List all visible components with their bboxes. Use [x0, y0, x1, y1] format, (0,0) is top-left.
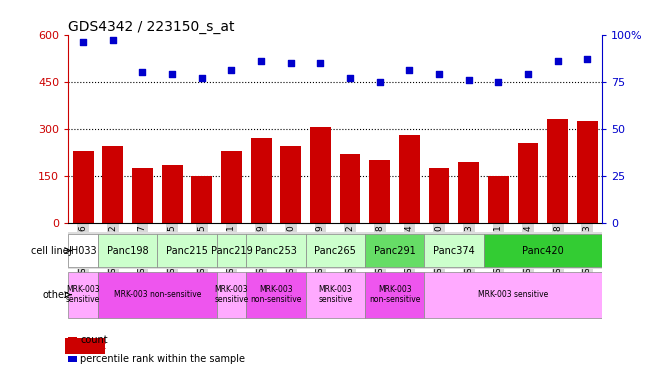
Point	[345, 75, 355, 81]
Text: Panc253: Panc253	[255, 245, 297, 256]
Point	[137, 69, 148, 75]
Point	[523, 71, 533, 77]
Text: GDS4342 / 223150_s_at: GDS4342 / 223150_s_at	[68, 20, 235, 33]
Text: MRK-003
sensitive: MRK-003 sensitive	[318, 285, 352, 305]
Text: MRK-003
sensitive: MRK-003 sensitive	[214, 285, 249, 305]
Bar	[424, 272, 602, 318]
Bar	[221, 151, 242, 223]
Point	[227, 67, 237, 73]
Point	[167, 71, 177, 77]
Point	[315, 60, 326, 66]
Bar	[217, 272, 246, 318]
Bar	[365, 272, 424, 318]
Text: count: count	[80, 335, 107, 345]
Point	[553, 58, 563, 64]
Point	[107, 37, 118, 43]
Text: Panc265: Panc265	[314, 245, 356, 256]
Bar	[365, 234, 424, 267]
Text: other: other	[42, 290, 68, 300]
Bar	[132, 168, 153, 223]
Bar	[162, 165, 182, 223]
Text: Panc420: Panc420	[522, 245, 564, 256]
Point	[404, 67, 415, 73]
Bar	[547, 119, 568, 223]
Point	[434, 71, 444, 77]
Point	[286, 60, 296, 66]
Text: Panc198: Panc198	[107, 245, 148, 256]
Bar	[305, 272, 365, 318]
Point	[78, 39, 89, 45]
Bar	[484, 234, 602, 267]
Bar	[488, 176, 509, 223]
Bar	[68, 272, 98, 318]
Bar	[251, 138, 271, 223]
Bar	[399, 135, 420, 223]
Text: count: count	[72, 341, 105, 351]
Point	[582, 56, 592, 62]
Point	[197, 75, 207, 81]
Bar	[424, 234, 484, 267]
Text: percentile rank within the sample: percentile rank within the sample	[80, 354, 245, 364]
Bar	[458, 162, 479, 223]
Point	[256, 58, 266, 64]
Bar	[98, 272, 217, 318]
Text: MRK-003
non-sensitive: MRK-003 non-sensitive	[369, 285, 421, 305]
Text: MRK-003
sensitive: MRK-003 sensitive	[66, 285, 100, 305]
Text: MRK-003 non-sensitive: MRK-003 non-sensitive	[114, 290, 201, 299]
Text: Panc215: Panc215	[166, 245, 208, 256]
Bar	[340, 154, 361, 223]
Text: cell line: cell line	[31, 245, 68, 256]
Bar	[73, 151, 94, 223]
Bar	[68, 234, 98, 267]
Point	[493, 79, 504, 85]
Text: count: count	[68, 341, 102, 351]
Bar	[98, 234, 158, 267]
Bar	[102, 146, 123, 223]
Bar	[217, 234, 246, 267]
Bar	[281, 146, 301, 223]
Text: Panc374: Panc374	[433, 245, 475, 256]
Bar	[369, 160, 390, 223]
Point	[374, 79, 385, 85]
Bar	[429, 168, 449, 223]
Bar	[246, 272, 305, 318]
Bar	[577, 121, 598, 223]
Point	[464, 77, 474, 83]
Bar	[191, 176, 212, 223]
Bar	[305, 234, 365, 267]
Bar	[518, 143, 538, 223]
Bar	[158, 234, 217, 267]
Text: Panc219: Panc219	[210, 245, 253, 256]
Text: JH033: JH033	[69, 245, 98, 256]
Text: MRK-003
non-sensitive: MRK-003 non-sensitive	[250, 285, 301, 305]
Bar	[246, 234, 305, 267]
Text: MRK-003 sensitive: MRK-003 sensitive	[478, 290, 548, 299]
Text: Panc291: Panc291	[374, 245, 415, 256]
Bar	[310, 127, 331, 223]
